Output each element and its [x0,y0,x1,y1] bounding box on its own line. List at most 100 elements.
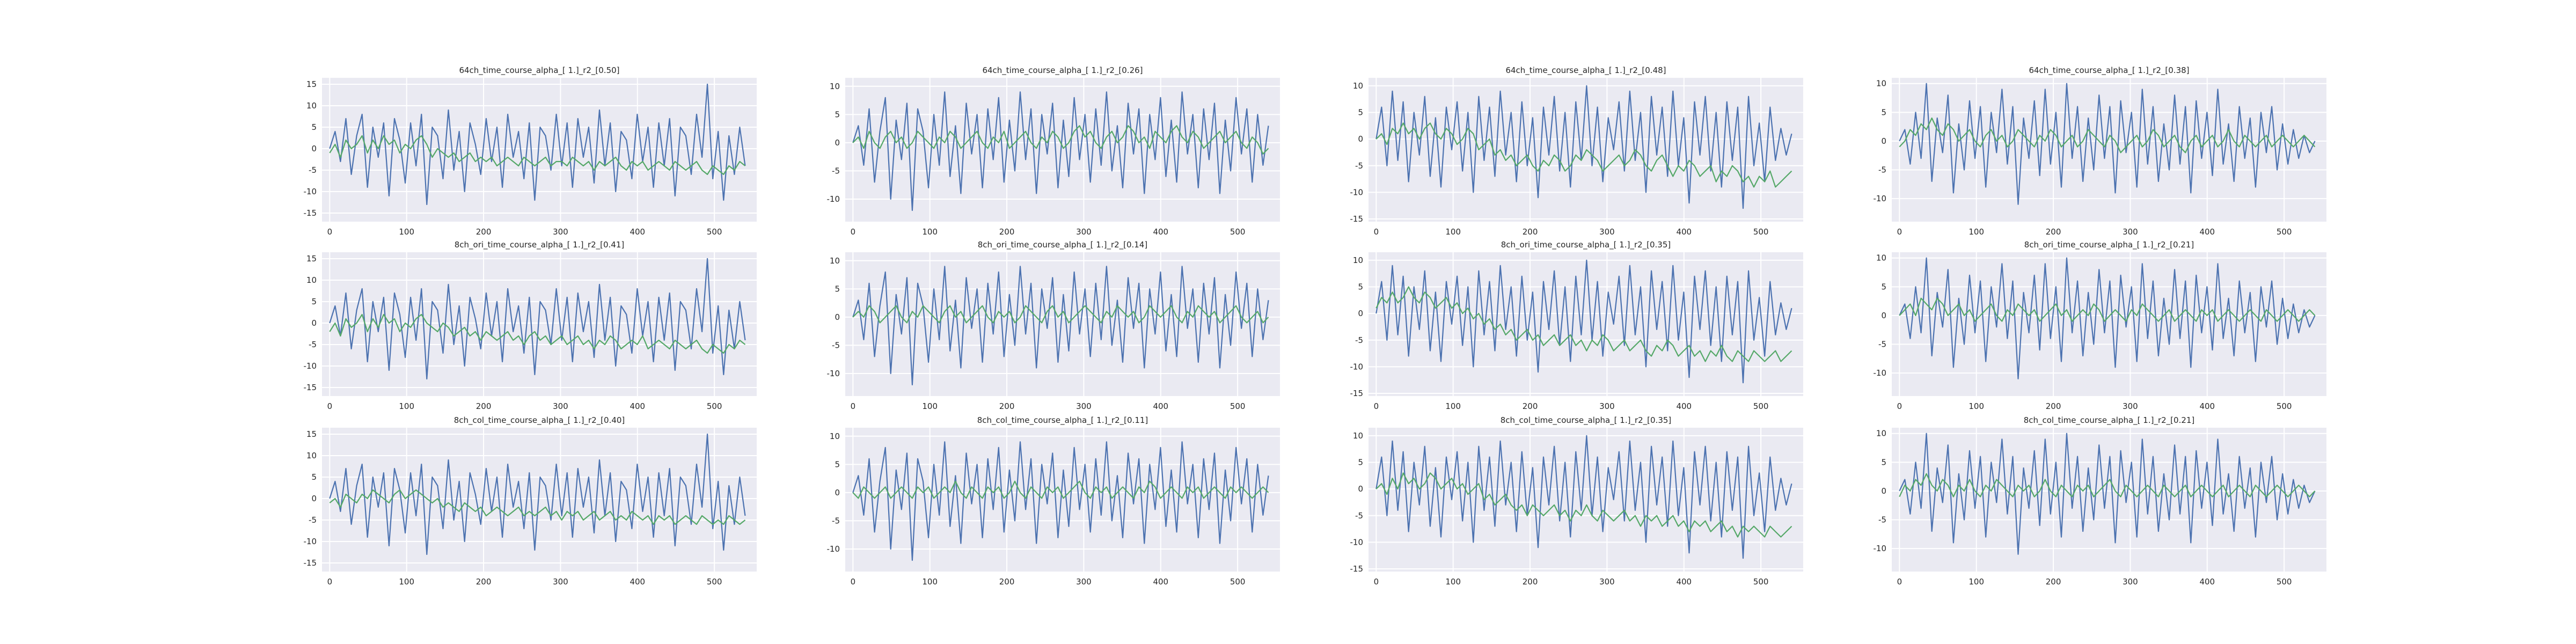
y-tick-label: 10 [830,82,840,91]
x-tick-label: 300 [1599,227,1615,237]
panel-3: 64ch_time_course_alpha_[ 1.]_r2_[0.48] 0 1… [1350,65,1803,237]
y-tick-label: 0 [1358,309,1363,318]
y-tick-label: -10 [1350,362,1364,371]
y-tick-label: -15 [304,558,317,568]
y-tick-label: 5 [1358,458,1363,467]
y-tick-label: -5 [832,340,840,350]
series-1-line [1899,257,2316,379]
series-2-line [852,305,1269,324]
x-tick-label: 0 [327,401,333,411]
y-tick-label: 10 [306,275,317,285]
y-tick-label: -10 [304,187,317,196]
y-tick-label: -5 [832,516,840,525]
axes-background [845,252,1280,396]
y-tick-label: 10 [1353,255,1363,265]
y-tick-label: 0 [835,488,840,497]
y-tick-label: 5 [835,109,840,119]
x-tick-label: 100 [922,577,938,587]
x-tick-label: 200 [999,227,1015,237]
x-tick-label: 200 [476,401,492,411]
x-tick-label: 200 [476,227,492,237]
x-tick-label: 100 [1445,577,1461,587]
x-tick-label: 500 [707,577,722,587]
x-tick-label: 200 [2046,577,2061,587]
x-tick-label: 200 [1523,227,1538,237]
series-1-line [852,441,1269,561]
y-tick-label: -15 [1350,564,1364,574]
y-tick-label: 0 [1881,486,1886,496]
y-tick-label: -5 [832,166,840,175]
x-tick-label: 400 [1676,227,1692,237]
axes-background [322,428,757,572]
x-tick-label: 100 [1968,401,1984,411]
y-tick-label: -5 [1355,335,1363,345]
x-tick-label: 200 [2046,227,2061,237]
x-tick-label: 500 [707,227,722,237]
x-tick-label: 0 [1897,227,1902,237]
panel-title: 8ch_ori_time_course_alpha_[ 1.]_r2_[0.21… [2024,240,2194,250]
panel-title: 8ch_col_time_course_alpha_[ 1.]_r2_[0.21… [2024,415,2195,426]
y-tick-label: 15 [306,254,317,264]
axes-background [1892,252,2326,396]
x-tick-label: 300 [1599,577,1615,587]
x-tick-label: 500 [2277,401,2292,411]
y-tick-label: -5 [1878,165,1886,175]
x-tick-label: 500 [1230,577,1246,587]
y-tick-label: 5 [835,284,840,294]
x-tick-label: 0 [1374,401,1379,411]
y-tick-label: -15 [1350,389,1364,398]
panel-1: 64ch_time_course_alpha_[ 1.]_r2_[0.50] 0 1… [304,65,757,237]
series-2-line [329,135,746,175]
x-tick-label: 400 [630,577,645,587]
panel-title: 8ch_col_time_course_alpha_[ 1.]_r2_[0.35… [1501,415,1672,426]
x-tick-label: 100 [399,401,414,411]
x-tick-label: 0 [851,401,856,411]
series-2-line [852,480,1269,499]
panel-title: 8ch_col_time_course_alpha_[ 1.]_r2_[0.11… [977,415,1148,426]
x-tick-label: 0 [851,577,856,587]
y-tick-label: 0 [1881,311,1886,320]
y-tick-label: -15 [304,208,317,218]
y-tick-label: -5 [1355,511,1363,521]
x-tick-label: 500 [1230,227,1246,237]
y-tick-label: 15 [306,429,317,439]
x-tick-label: 400 [2199,401,2215,411]
axes-background [845,428,1280,572]
y-tick-label: 0 [1358,134,1363,144]
panel-5: 8ch_ori_time_course_alpha_[ 1.]_r2_[0.41… [304,240,757,411]
series-2-line [1899,473,2316,497]
panel-9: 8ch_col_time_course_alpha_[ 1.]_r2_[0.40… [304,415,757,587]
y-tick-label: 5 [1881,282,1886,291]
y-tick-label: -5 [309,165,317,175]
panel-title: 64ch_time_course_alpha_[ 1.]_r2_[0.38] [2029,65,2189,76]
series-2-line [1375,472,1792,538]
y-tick-label: 10 [830,256,840,266]
x-tick-label: 400 [1153,401,1168,411]
x-tick-label: 100 [399,227,414,237]
y-tick-label: -10 [1350,187,1364,197]
axes-background [322,78,757,222]
y-tick-label: -15 [304,383,317,392]
y-tick-label: 5 [835,459,840,469]
y-tick-label: 10 [1876,79,1886,89]
series-2-line [329,313,746,354]
x-tick-label: 100 [1445,401,1461,411]
x-tick-label: 100 [1968,577,1984,587]
panel-10: 8ch_col_time_course_alpha_[ 1.]_r2_[0.11… [827,415,1280,587]
y-tick-label: 5 [311,472,317,482]
y-tick-label: -5 [1878,515,1886,525]
panel-4: 64ch_time_course_alpha_[ 1.]_r2_[0.38] 0 1… [1874,65,2326,237]
x-tick-label: 100 [1968,227,1984,237]
x-tick-label: 400 [630,401,645,411]
panel-title: 8ch_ori_time_course_alpha_[ 1.]_r2_[0.14… [978,240,1148,250]
series-2-line [1899,297,2316,322]
series-1-line [329,258,746,380]
axes-background [1892,78,2326,222]
y-tick-label: -5 [309,515,317,525]
x-tick-label: 100 [922,227,938,237]
panel-title: 64ch_time_course_alpha_[ 1.]_r2_[0.50] [459,65,619,76]
series-1-line [1375,85,1792,209]
y-tick-label: -10 [827,544,840,554]
series-2-line [1375,122,1792,188]
